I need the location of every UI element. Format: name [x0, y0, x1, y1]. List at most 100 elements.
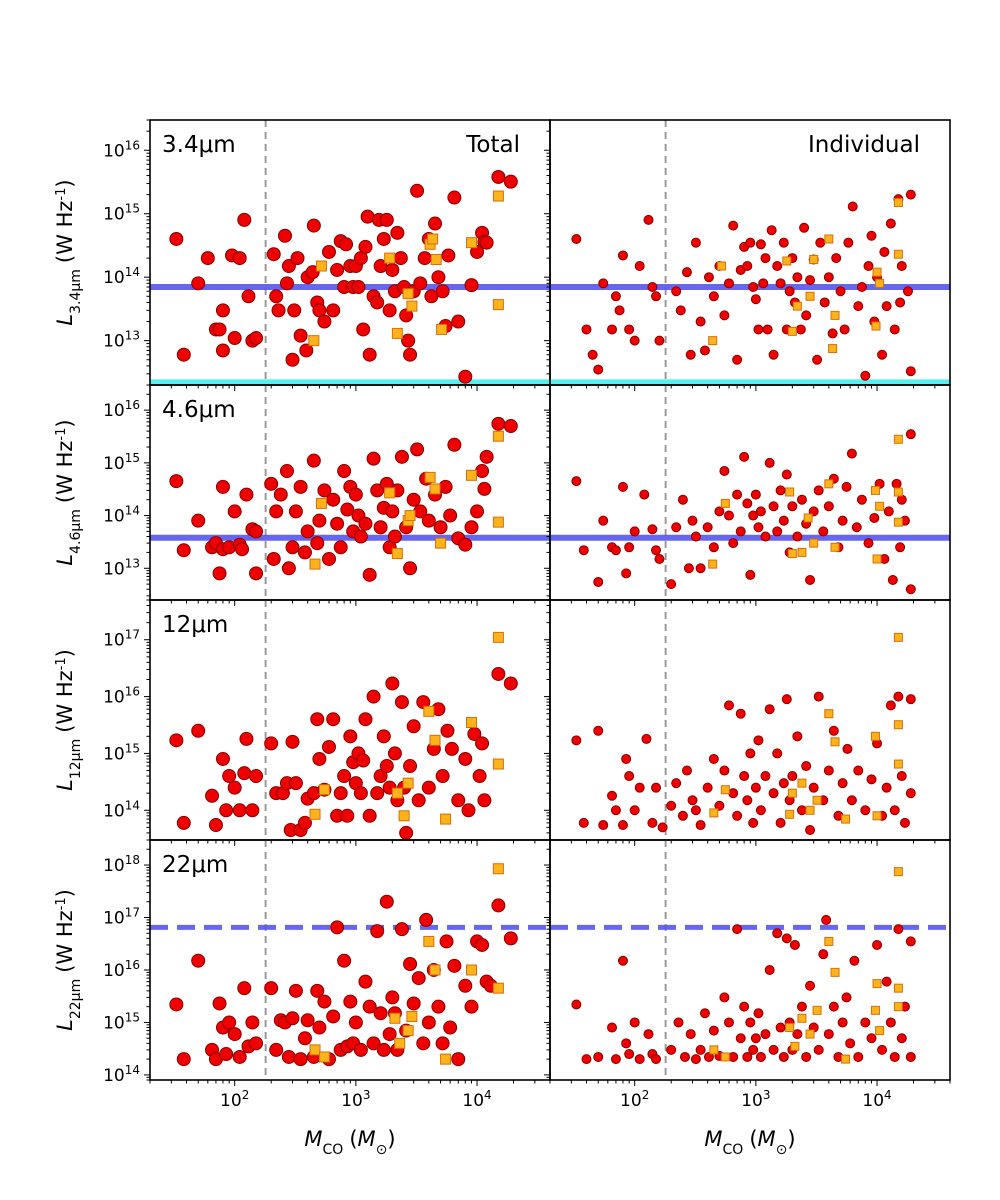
data-point-circle	[755, 1051, 766, 1062]
data-point-circle	[326, 712, 341, 727]
data-point-circle	[447, 958, 462, 973]
data-point-circle	[310, 983, 325, 998]
data-point-circle	[634, 1054, 645, 1065]
data-point-circle	[610, 291, 621, 302]
data-point-circle	[796, 494, 807, 505]
data-point-circle	[768, 349, 779, 360]
data-point-circle	[839, 324, 850, 335]
data-point-square	[492, 299, 504, 311]
data-point-circle	[222, 1015, 237, 1030]
data-point-circle	[835, 286, 846, 297]
data-point-circle	[753, 522, 764, 533]
y-tick-label: 1015	[103, 1010, 140, 1033]
data-point-circle	[801, 310, 812, 321]
data-point-circle	[281, 561, 296, 576]
data-point-circle	[750, 782, 761, 793]
data-point-circle	[742, 261, 753, 272]
data-point-circle	[326, 303, 341, 318]
data-point-circle	[885, 700, 896, 711]
data-point-circle	[723, 278, 734, 289]
data-point-circle	[643, 1029, 654, 1040]
data-point-circle	[237, 981, 252, 996]
data-point-circle	[881, 782, 892, 793]
data-point-circle	[703, 1051, 714, 1062]
data-point-circle	[273, 487, 288, 502]
data-point-circle	[264, 981, 279, 996]
data-point-square	[841, 1054, 851, 1064]
data-point-circle	[687, 795, 698, 806]
data-point-circle	[464, 278, 479, 293]
data-point-circle	[353, 1042, 368, 1057]
data-point-circle	[881, 301, 892, 312]
data-point-circle	[387, 529, 402, 544]
data-point-circle	[503, 676, 518, 691]
data-point-circle	[419, 912, 434, 927]
data-point-circle	[288, 983, 303, 998]
data-point-circle	[745, 1017, 756, 1028]
data-point-square	[824, 709, 834, 719]
data-point-circle	[269, 1042, 284, 1057]
data-point-circle	[279, 464, 294, 479]
data-point-square	[893, 249, 903, 259]
data-point-circle	[753, 324, 764, 335]
data-point-circle	[796, 1001, 807, 1012]
data-point-circle	[764, 704, 775, 715]
data-point-square	[492, 430, 504, 442]
data-point-circle	[828, 1001, 839, 1012]
data-point-circle	[356, 753, 371, 768]
data-point-circle	[808, 782, 819, 793]
data-point-circle	[772, 928, 783, 939]
data-point-square	[492, 631, 504, 643]
data-point-circle	[617, 955, 628, 966]
data-point-circle	[176, 815, 191, 830]
data-point-circle	[479, 449, 494, 464]
data-point-circle	[169, 474, 184, 489]
data-point-square	[709, 1045, 719, 1055]
data-point-circle	[778, 778, 789, 789]
data-point-square	[406, 1010, 418, 1022]
data-point-circle	[813, 1044, 824, 1055]
data-point-circle	[312, 1020, 327, 1035]
data-point-square	[309, 808, 321, 820]
y-tick-label: 1018	[103, 853, 140, 876]
data-point-circle	[215, 303, 230, 318]
data-point-square	[394, 1037, 406, 1049]
data-point-circle	[176, 543, 191, 558]
data-point-circle	[634, 782, 645, 793]
data-point-circle	[379, 212, 394, 227]
data-point-circle	[775, 1022, 786, 1033]
data-point-circle	[708, 542, 719, 553]
data-point-circle	[593, 725, 604, 736]
data-point-circle	[343, 994, 358, 1009]
data-point-circle	[708, 291, 719, 302]
data-point-circle	[681, 765, 692, 776]
data-point-circle	[385, 676, 400, 691]
data-point-square	[871, 321, 881, 331]
data-point-circle	[745, 748, 756, 759]
data-point-square	[872, 811, 882, 821]
data-point-circle	[370, 483, 385, 498]
data-point-circle	[385, 990, 400, 1005]
data-point-square	[720, 785, 730, 795]
data-point-circle	[872, 939, 883, 950]
data-point-circle	[687, 515, 698, 526]
data-point-circle	[768, 501, 779, 512]
data-point-square	[792, 301, 802, 311]
data-point-circle	[241, 289, 256, 304]
data-point-square	[402, 288, 414, 300]
data-point-square	[435, 537, 447, 549]
data-point-circle	[671, 778, 682, 789]
data-point-circle	[735, 526, 746, 537]
data-point-circle	[781, 469, 792, 480]
data-point-circle	[846, 795, 857, 806]
data-point-circle	[281, 1049, 296, 1064]
data-point-circle	[781, 933, 792, 944]
data-point-circle	[860, 805, 871, 816]
data-point-circle	[406, 719, 421, 734]
data-point-square	[790, 1041, 800, 1051]
data-point-circle	[237, 212, 252, 227]
panel-r2-c1	[544, 599, 951, 846]
data-point-square	[824, 936, 834, 946]
data-point-circle	[300, 1013, 315, 1028]
